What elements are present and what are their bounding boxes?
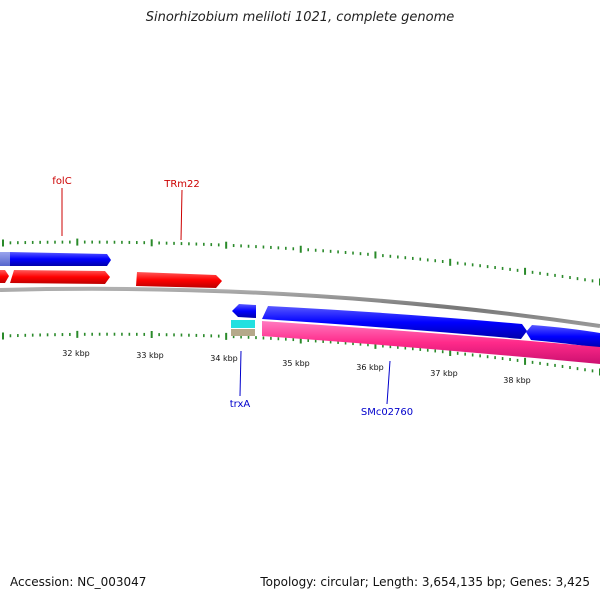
scale-label: 33 kbp — [136, 351, 164, 360]
gene-feature-reverse-1[interactable] — [0, 270, 9, 283]
gene-feature-large-forward[interactable] — [262, 306, 527, 339]
gene-feature-SMc02760[interactable] — [262, 321, 600, 364]
scale-label: 32 kbp — [62, 349, 90, 358]
scale-label: 34 kbp — [210, 354, 238, 363]
scale-label: 36 kbp — [356, 363, 384, 372]
gene-feature-forward-edge[interactable] — [526, 325, 600, 348]
genome-summary-text: Topology: circular; Length: 3,654,135 bp… — [260, 575, 590, 589]
gene-feature-TRm22[interactable] — [136, 272, 222, 288]
label-line-trxA — [239, 350, 242, 397]
gene-label-folC[interactable]: folC — [52, 176, 71, 187]
label-line-SMc02760 — [386, 360, 391, 405]
gene-label-TRm22[interactable]: TRm22 — [163, 179, 200, 190]
gene-feature-folC[interactable] — [10, 252, 111, 266]
gene-feature-reverse-2[interactable] — [10, 270, 110, 284]
gene-feature-small-blue[interactable] — [232, 304, 256, 318]
outer-tick-track — [2, 238, 600, 286]
scale-label: 35 kbp — [282, 359, 310, 368]
scale-labels: 32 kbp 33 kbp 34 kbp 35 kbp 36 kbp 37 kbp 38 k… — [62, 349, 531, 385]
gene-label-trxA[interactable]: trxA — [230, 399, 251, 410]
scale-label: 38 kbp — [503, 376, 531, 385]
gene-label-SMc02760[interactable]: SMc02760 — [361, 407, 413, 418]
gene-feature-trxA-cyan[interactable] — [231, 320, 255, 328]
scale-label: 37 kbp — [430, 369, 458, 378]
genome-backbone — [0, 286, 600, 328]
map-title: Sinorhizobium meliloti 1021, complete ge… — [145, 10, 455, 25]
label-line-TRm22 — [180, 189, 183, 241]
accession-text: Accession: NC_003047 — [10, 575, 147, 589]
inner-tick-track — [2, 330, 600, 376]
gene-feature-trxA-tan[interactable] — [231, 329, 255, 336]
gene-feature-faded[interactable] — [0, 252, 10, 266]
